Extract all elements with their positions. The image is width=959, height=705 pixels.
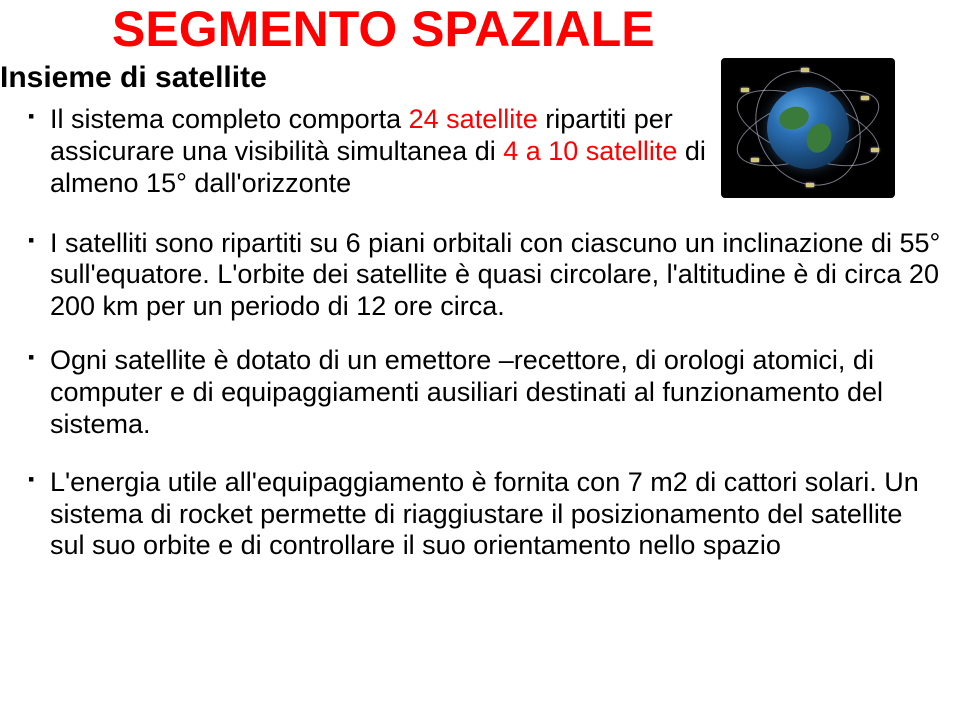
bullet-item-2: I satelliti sono ripartiti su 6 piani or… bbox=[50, 228, 959, 324]
bullet-item-4: L'energia utile all'equipaggiamento è fo… bbox=[50, 467, 920, 563]
text-fragment: Il sistema completo comporta bbox=[50, 104, 409, 134]
bullet-item-3: Ogni satellite è dotato di un emettore –… bbox=[50, 345, 920, 441]
satellite-icon bbox=[806, 183, 814, 187]
highlight-text: 24 satellite bbox=[409, 104, 538, 134]
satellite-icon bbox=[871, 148, 879, 152]
slide-subtitle: Insieme di satellite bbox=[0, 61, 267, 95]
bullet-list: Il sistema completo comporta 24 satellit… bbox=[50, 104, 710, 584]
satellite-icon bbox=[801, 68, 809, 72]
earth-icon bbox=[767, 87, 849, 169]
satellite-icon bbox=[861, 96, 869, 100]
satellite-icon bbox=[741, 88, 749, 92]
highlight-text: 4 a 10 satellite bbox=[503, 136, 677, 166]
satellite-icon bbox=[751, 158, 759, 162]
constellation-image bbox=[721, 58, 895, 198]
bullet-item-1: Il sistema completo comporta 24 satellit… bbox=[50, 104, 710, 200]
slide-title: SEGMENTO SPAZIALE bbox=[112, 0, 655, 58]
